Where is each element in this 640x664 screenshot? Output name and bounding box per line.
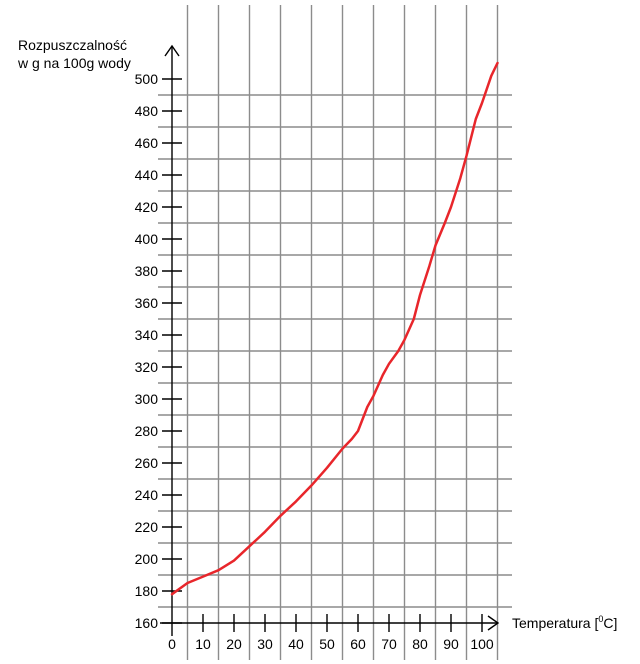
y-tick-label: 340 <box>135 327 159 343</box>
y-tick-label: 360 <box>135 295 159 311</box>
x-tick-label: 0 <box>168 636 176 652</box>
x-tick-label: 70 <box>381 636 397 652</box>
y-tick-label: 200 <box>135 551 159 567</box>
y-axis-title-line-2: w g na 100g wody <box>17 55 131 71</box>
x-axis-title-prefix: Temperatura [ <box>512 615 598 631</box>
x-tick-label: 60 <box>350 636 366 652</box>
ticks <box>162 78 483 632</box>
y-tick-label: 160 <box>135 615 159 631</box>
x-axis-title-suffix: C] <box>603 615 617 631</box>
tick-labels: 1601802002202402602803003203403603804004… <box>135 71 494 652</box>
y-axis-arrow <box>164 44 180 57</box>
x-axis-title: Temperatura [0C] <box>512 614 617 631</box>
x-tick-label: 90 <box>443 636 459 652</box>
y-tick-label: 440 <box>135 167 159 183</box>
y-tick-label: 380 <box>135 263 159 279</box>
y-tick-label: 500 <box>135 71 159 87</box>
y-axis-title-line-1: Rozpuszczalność <box>18 37 127 53</box>
y-tick-label: 220 <box>135 519 159 535</box>
y-tick-label: 180 <box>135 583 159 599</box>
solubility-curve <box>170 61 499 596</box>
y-tick-label: 300 <box>135 391 159 407</box>
y-tick-label: 480 <box>135 103 159 119</box>
y-tick-label: 240 <box>135 487 159 503</box>
x-tick-label: 10 <box>195 636 211 652</box>
x-tick-label: 20 <box>226 636 242 652</box>
y-tick-label: 260 <box>135 455 159 471</box>
y-tick-label: 400 <box>135 231 159 247</box>
x-tick-label: 100 <box>470 636 494 652</box>
x-tick-label: 80 <box>412 636 428 652</box>
x-tick-label: 30 <box>257 636 273 652</box>
x-tick-label: 40 <box>288 636 304 652</box>
y-tick-label: 280 <box>135 423 159 439</box>
y-tick-label: 460 <box>135 135 159 151</box>
x-axis-arrow <box>487 615 500 631</box>
axes <box>160 44 500 636</box>
x-axis-title-degree: 0 <box>598 614 603 624</box>
grid <box>158 5 512 660</box>
y-tick-label: 320 <box>135 359 159 375</box>
y-tick-label: 420 <box>135 199 159 215</box>
x-tick-label: 50 <box>319 636 335 652</box>
